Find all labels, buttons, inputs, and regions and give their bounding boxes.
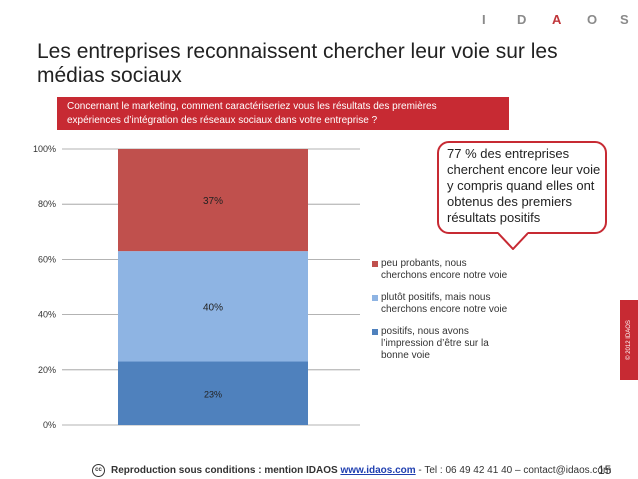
y-tick-label: 80% bbox=[38, 199, 56, 209]
title-line: Les entreprises reconnaissent chercher l… bbox=[37, 40, 558, 63]
legend-item: positifs, nous avons l’impression d’être … bbox=[372, 326, 542, 362]
question-line: Concernant le marketing, comment caracté… bbox=[67, 101, 437, 112]
footer-text: Reproduction sous conditions : mention I… bbox=[111, 465, 338, 477]
logo-letter: S bbox=[620, 12, 629, 27]
legend-swatch bbox=[372, 295, 378, 301]
bar-segment bbox=[118, 251, 308, 362]
question-banner: Concernant le marketing, comment caracté… bbox=[57, 97, 509, 130]
idaos-logo: I D A O S bbox=[480, 12, 630, 27]
website-link[interactable]: www.idaos.com bbox=[340, 465, 416, 477]
callout-line: obtenus des premiers bbox=[447, 194, 573, 209]
logo-letter: I bbox=[482, 12, 486, 27]
callout-box: 77 % des entreprises cherchent encore le… bbox=[437, 141, 607, 234]
footer: cc Reproduction sous conditions : mention… bbox=[92, 464, 611, 477]
data-label: 37% bbox=[203, 196, 223, 207]
logo-letter: A bbox=[552, 12, 562, 27]
legend-label: bonne voie bbox=[381, 350, 430, 361]
legend-label: cherchons encore notre voie bbox=[381, 304, 508, 315]
bar-segment bbox=[118, 361, 308, 425]
slide-title: Les entreprises reconnaissent chercher l… bbox=[37, 40, 597, 88]
title-line: médias sociaux bbox=[37, 64, 182, 87]
page-number: 15 bbox=[598, 463, 612, 477]
callout-line: 77 % des entreprises bbox=[447, 146, 570, 161]
legend-swatch bbox=[372, 329, 378, 335]
data-label: 40% bbox=[203, 302, 223, 313]
y-tick-label: 60% bbox=[38, 254, 56, 264]
legend-label: l’impression d’être sur la bbox=[381, 338, 489, 349]
y-tick-label: 0% bbox=[43, 420, 56, 430]
callout-line: cherchent encore leur voie bbox=[447, 162, 601, 177]
stacked-bar-chart: 0% 20% 40% 60% 80% 100% 23% 40% 37% bbox=[33, 144, 360, 430]
legend-label: cherchons encore notre voie bbox=[381, 270, 508, 281]
legend-label: positifs, nous avons bbox=[381, 326, 469, 337]
legend-swatch bbox=[372, 261, 378, 267]
question-line: expériences d’intégration des réseaux so… bbox=[67, 115, 378, 126]
legend-item: plutôt positifs, mais nous cherchons enco… bbox=[372, 292, 542, 316]
legend-label: peu probants, nous bbox=[381, 258, 467, 269]
logo-letter: D bbox=[517, 12, 527, 27]
copyright-tab: © 2012 IDAOS bbox=[620, 300, 638, 380]
copyright-text: © 2012 IDAOS bbox=[626, 320, 632, 360]
legend-item: peu probants, nous cherchons encore notre… bbox=[372, 258, 542, 282]
footer-contact: - Tel : 06 49 42 41 40 – contact@idaos.c… bbox=[415, 465, 612, 477]
creative-commons-icon: cc bbox=[92, 464, 105, 477]
callout-line: y compris quand elles ont bbox=[447, 178, 595, 193]
chart-legend: peu probants, nous cherchons encore notre… bbox=[372, 258, 542, 372]
y-tick-label: 100% bbox=[33, 144, 56, 154]
y-tick-label: 20% bbox=[38, 365, 56, 375]
legend-label: plutôt positifs, mais nous bbox=[381, 292, 491, 303]
y-tick-label: 40% bbox=[38, 310, 56, 320]
callout-tail bbox=[498, 232, 528, 250]
logo-letter: O bbox=[587, 12, 598, 27]
bar-segment bbox=[118, 149, 308, 252]
data-label: 23% bbox=[204, 389, 222, 399]
callout-line: résultats positifs bbox=[447, 210, 541, 225]
